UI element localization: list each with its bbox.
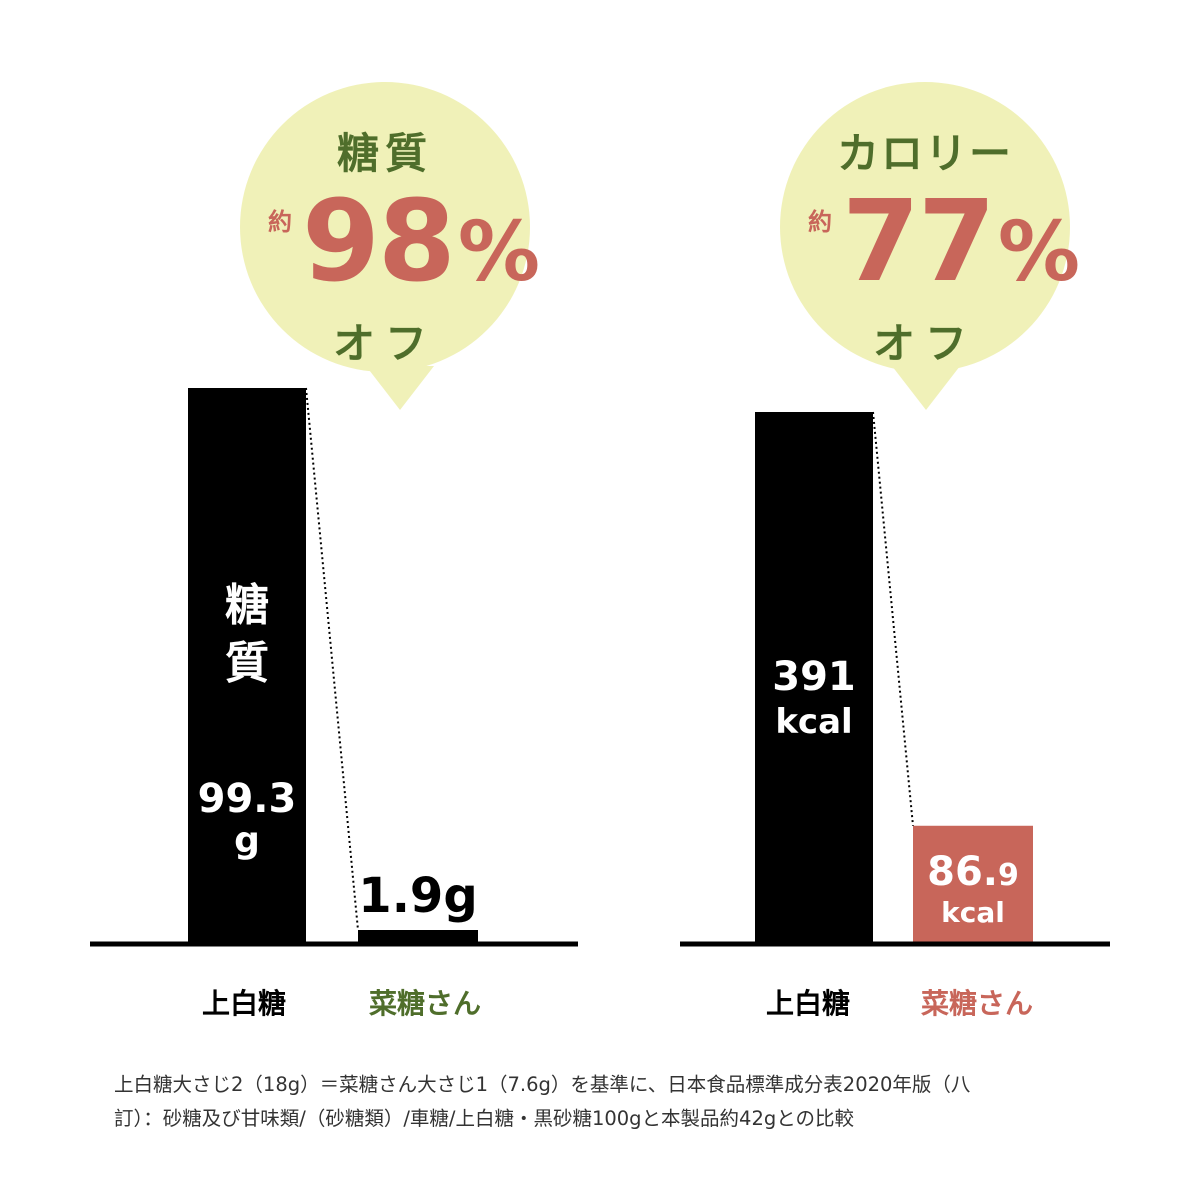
chart2-bar-value-product: 86.9	[927, 849, 1019, 895]
chart2-bar-value-product-int: 86.	[927, 849, 998, 895]
chart2-bar-unit-white-sugar: kcal	[775, 702, 852, 742]
chart2-bar-product	[913, 825, 1033, 944]
sugar-callout-title: 糖質	[336, 129, 433, 178]
sugar-callout-tail	[366, 366, 434, 410]
chart1-bar-value-white-sugar: 99.3	[198, 776, 297, 822]
chart2-dotted-connector	[872, 411, 914, 826]
sugar-callout-unit: %	[457, 205, 540, 300]
footnote-line-2: 訂）：砂糖及び甘味類/（砂糖類）/車糖/上白糖・黒砂糖100gと本製品約42gと…	[114, 1107, 855, 1130]
chart1-bar-white-sugar	[188, 388, 306, 944]
calorie-callout-title: カロリー	[836, 129, 1013, 178]
chart1-category-label-white-sugar: 上白糖	[201, 987, 286, 1020]
chart2-bar-value-white-sugar: 391	[772, 654, 856, 700]
chart2-bar-value-product-decimal: 9	[998, 858, 1019, 893]
calorie-callout-percent: 77%	[842, 186, 1080, 300]
calorie-callout-unit: %	[997, 205, 1080, 300]
sugar-callout-value: 98	[302, 177, 456, 307]
chart1-bar-unit-white-sugar: g	[234, 820, 260, 861]
chart1-bar-value-product: 1.9g	[358, 868, 477, 924]
chart1-bar-product	[358, 930, 478, 944]
chart1-bar-name-char-2: 質	[225, 638, 269, 689]
footnote: 上白糖大さじ2（18g）＝菜糖さん大さじ1（7.6g）を基準に、日本食品標準成分…	[114, 1068, 1094, 1136]
calorie-callout-bubble: カロリー 約 77% オフ	[780, 82, 1080, 372]
chart2-category-label-white-sugar: 上白糖	[765, 987, 850, 1020]
calorie-callout-off: オフ	[872, 319, 977, 368]
sugar-callout-percent: 98%	[302, 186, 540, 300]
chart1-bar-name-char-1: 糖	[225, 580, 269, 631]
sugar-callout-bubble: 糖質 約 98% オフ	[240, 82, 540, 372]
footnote-line-1: 上白糖大さじ2（18g）＝菜糖さん大さじ1（7.6g）を基準に、日本食品標準成分…	[114, 1073, 971, 1096]
chart2-bar-unit-product: kcal	[941, 896, 1005, 929]
sugar-callout-approx: 約	[268, 208, 292, 236]
chart1-category-label-product: 菜糖さん	[368, 987, 481, 1020]
calorie-callout-tail	[892, 366, 960, 410]
chart2-category-label-product: 菜糖さん	[920, 987, 1033, 1020]
chart2-bar-white-sugar	[755, 412, 873, 944]
sugar-callout-off: オフ	[332, 319, 437, 368]
calorie-callout-approx: 約	[808, 208, 832, 236]
calorie-callout-value: 77	[842, 177, 996, 307]
chart1-dotted-connector	[305, 387, 359, 931]
